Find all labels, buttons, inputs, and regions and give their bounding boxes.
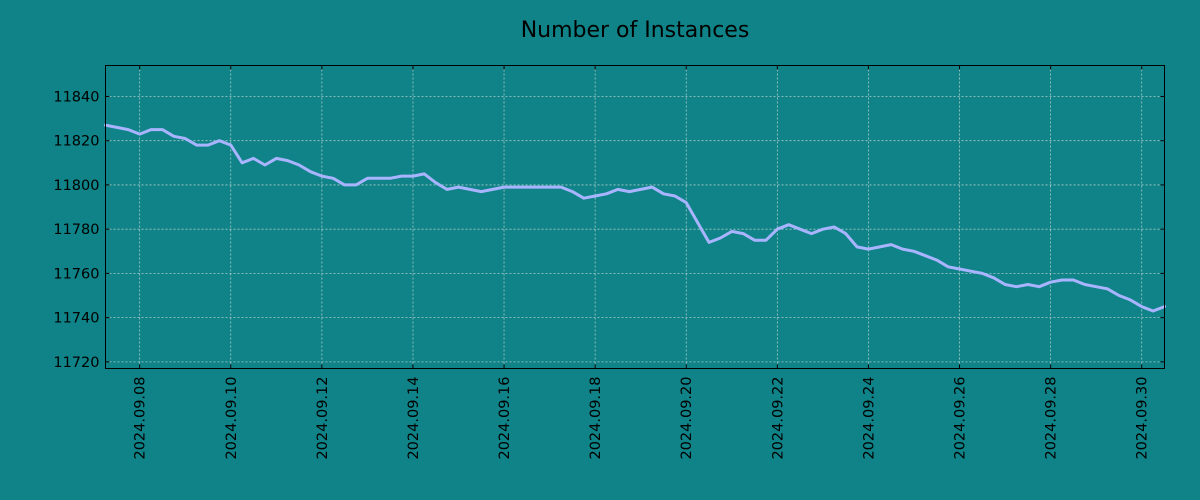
y-tick-label: 11780: [53, 222, 99, 238]
x-tick-label: 2024.09.18: [588, 377, 604, 460]
plot-frame: [105, 65, 1165, 369]
y-tick-label: 11820: [53, 134, 99, 150]
series-layer: [104, 123, 1166, 313]
x-tick-label: 2024.09.20: [679, 377, 695, 460]
y-tick-label: 11800: [53, 178, 99, 194]
x-tick-label: 2024.09.08: [133, 377, 149, 460]
x-tick-label: 2024.09.16: [497, 377, 513, 460]
series-line: [104, 123, 1166, 313]
y-tick-label: 11720: [53, 355, 99, 371]
grid: [105, 65, 1165, 369]
x-tick-label: 2024.09.12: [315, 377, 331, 460]
axes: 2024.09.08 2024.09.10 2024.09.12 2024.09.14…: [53, 65, 1165, 460]
x-tick-label: 2024.09.24: [861, 377, 877, 460]
x-tick-label: 2024.09.30: [1135, 377, 1151, 460]
y-tick-label: 11740: [53, 311, 99, 327]
x-tick-label: 2024.09.28: [1044, 377, 1060, 460]
x-tick-label: 2024.09.26: [953, 376, 969, 459]
x-tick-label: 2024.09.22: [770, 377, 786, 460]
y-tick-label: 11760: [53, 266, 99, 282]
x-tick-label: 2024.09.14: [406, 377, 422, 460]
y-tick-label: 11840: [53, 89, 99, 105]
chart-title: Number of Instances: [521, 18, 750, 43]
x-tick-label: 2024.09.10: [224, 377, 240, 460]
